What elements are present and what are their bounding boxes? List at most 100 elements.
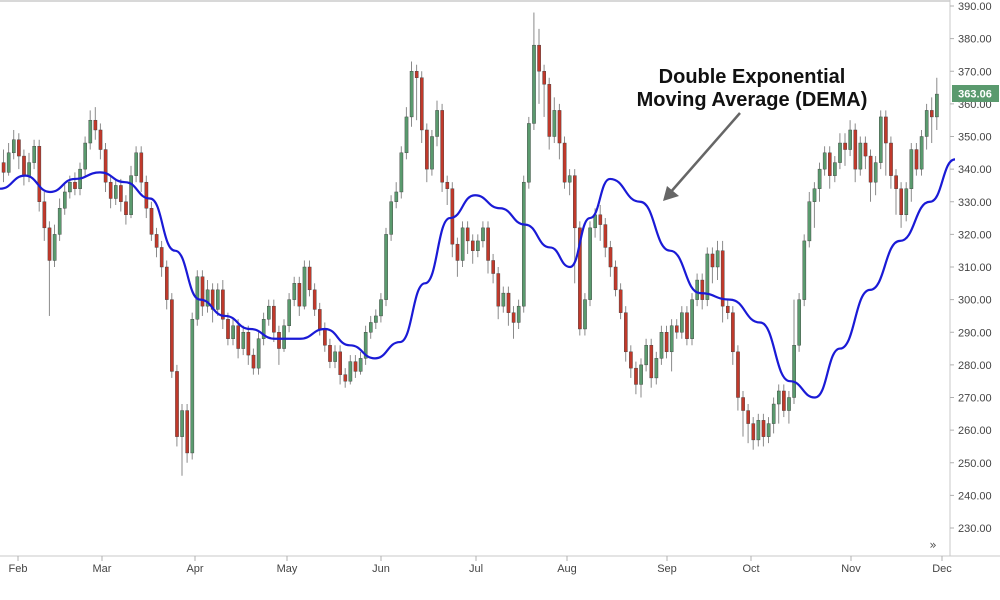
candle [583,293,587,336]
candle [241,325,246,356]
candle [644,338,648,372]
candle [63,182,67,215]
candle [11,129,16,160]
candle-body [277,332,281,349]
candle-body [88,119,93,144]
candle-body [353,361,358,372]
candle-body [741,397,745,411]
candle [782,384,786,418]
candle-body [710,253,715,268]
time-tick-label: Feb [9,563,28,575]
candle [930,97,934,144]
candle [226,312,230,346]
candle [282,319,286,352]
candle-body [491,260,496,274]
candle [476,234,480,258]
candle-body [297,283,302,307]
candle [93,107,98,140]
candle [134,146,139,183]
candle-body [629,351,633,369]
candle-body [476,240,480,251]
candle [409,61,414,127]
candle [736,345,740,411]
candle [379,293,383,323]
candle [547,77,552,150]
candle [761,413,766,447]
last-price-background [952,85,999,102]
candle [348,355,353,385]
candle [669,319,674,372]
candle-body [302,266,307,307]
candle-body [639,364,643,385]
candle [624,306,628,362]
candle-body [404,116,409,154]
candle [465,221,470,254]
candle [629,345,633,378]
candle-body [761,420,766,437]
candle-body [746,410,750,424]
price-tick-label: 290.00 [958,327,992,339]
candle-body [139,152,144,183]
price-tick-label: 240.00 [958,490,992,502]
candle-body [63,191,67,209]
candle-body [215,289,220,310]
candle [506,286,511,326]
candle-body [170,299,174,372]
candle-body [445,181,450,189]
candle-body [154,234,159,248]
candle-body [675,325,679,333]
candle-body [231,325,235,339]
candle-body [843,142,847,150]
candle-body [129,175,133,215]
candle [777,384,781,424]
candle-body [889,142,893,176]
candle-body [802,240,807,300]
candle [374,309,378,329]
candle-body [935,93,939,118]
candle-body [822,152,827,170]
candle [542,64,546,117]
candle [924,103,929,150]
candle-body [700,279,705,300]
candle [328,338,332,369]
candle-body [715,250,720,268]
candle-body [624,312,628,353]
candle-body [6,152,11,173]
candle-body [425,129,429,170]
candle [292,276,297,307]
candle [914,143,919,176]
candle [511,306,516,339]
candle [853,123,858,183]
candle [705,247,710,307]
candle-body [124,201,128,216]
candle [124,195,128,225]
price-tick-label: 280.00 [958,360,992,372]
time-tick-label: Nov [841,563,861,575]
candle [588,221,592,307]
candle-body [919,136,924,170]
price-tick-label: 350.00 [958,132,992,144]
candle-body [113,185,118,199]
candle-body [57,208,62,235]
candle-body [511,312,516,323]
time-tick-label: May [277,563,298,575]
time-tick-label: Apr [186,563,203,575]
candle-body [853,129,858,170]
scroll-right-icon[interactable]: » [929,538,936,552]
candle [598,205,603,241]
candle [822,146,827,176]
candle [287,293,292,333]
candle-body [496,273,501,307]
candle [389,195,394,241]
price-tick-label: 340.00 [958,164,992,176]
candle [236,319,241,359]
candle-body [369,322,373,333]
candle [17,133,21,170]
candle-body [695,279,699,300]
candle-body [98,129,103,150]
time-tick-label: Dec [932,563,952,575]
candle [154,227,159,258]
candle-body [537,44,541,72]
candle [828,146,832,189]
